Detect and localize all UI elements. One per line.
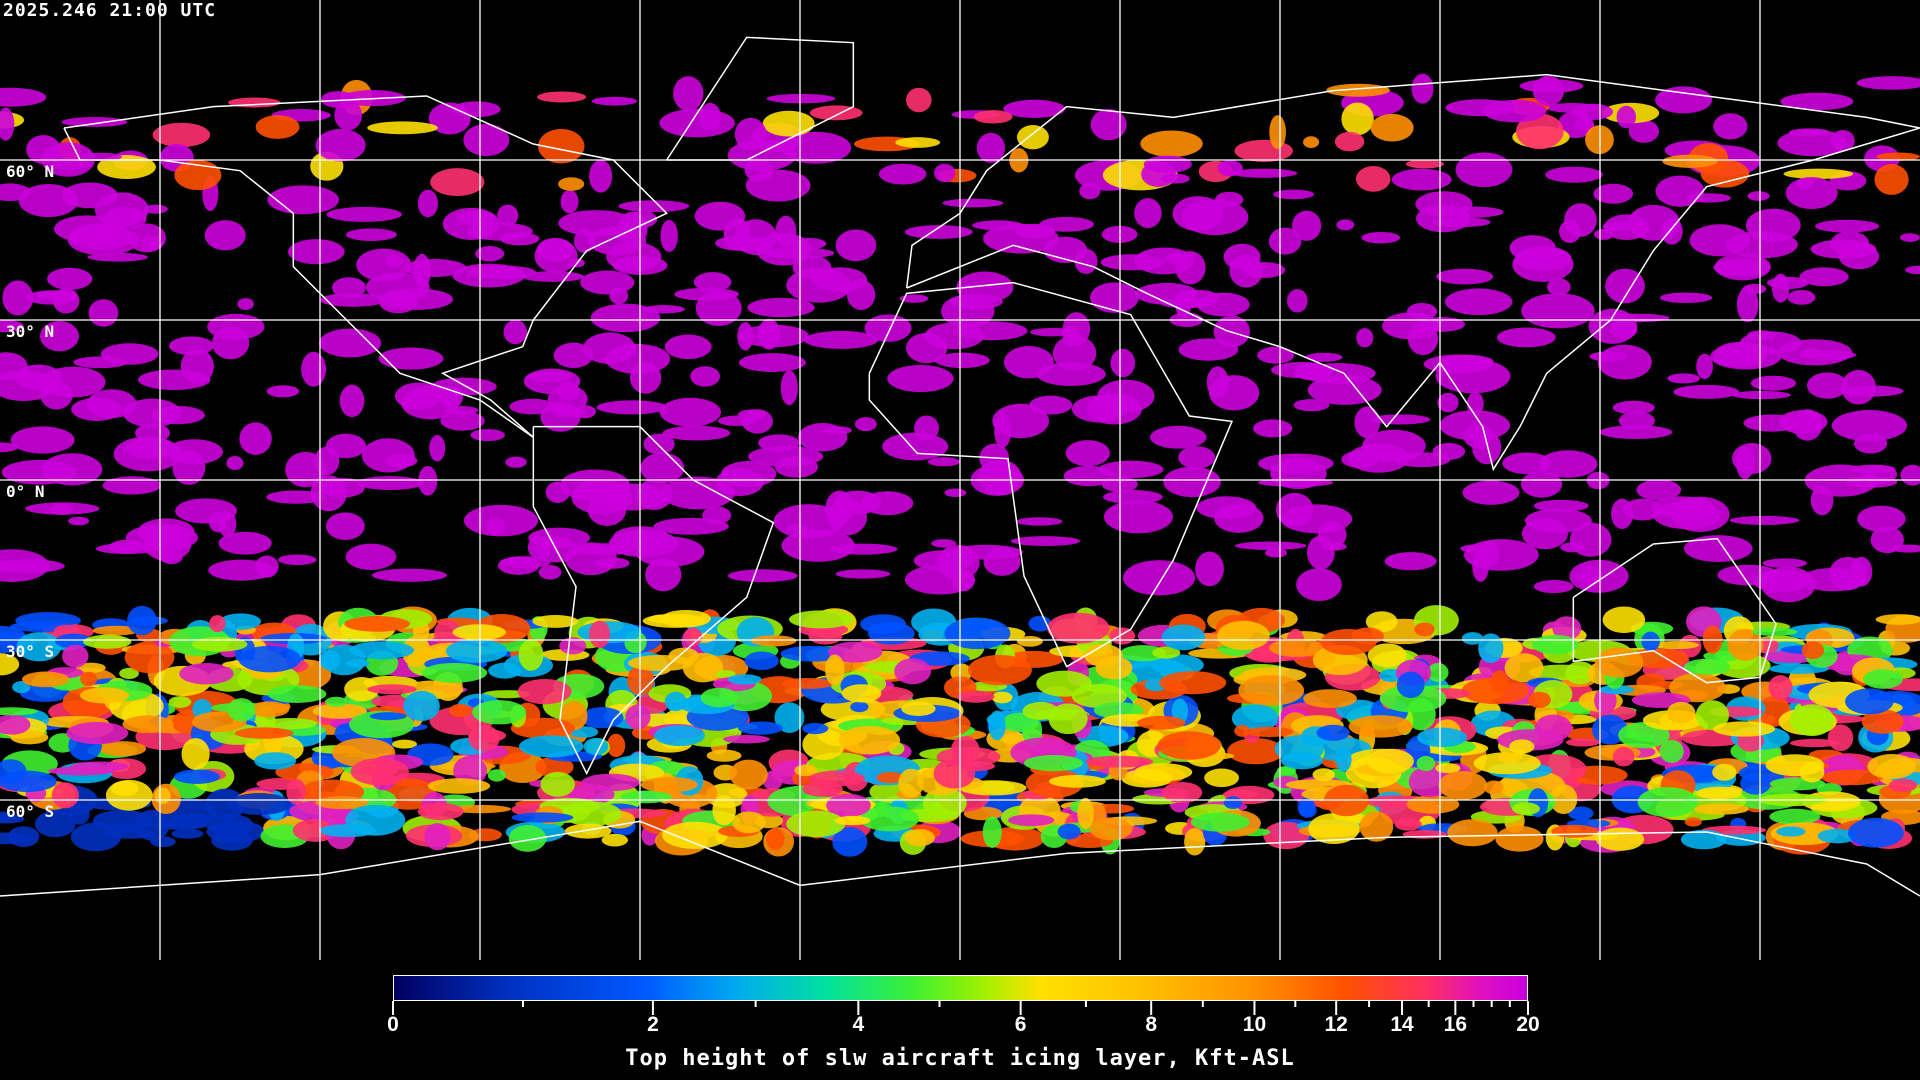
tick-label: 6 (1014, 1013, 1027, 1036)
coastline (868, 281, 1234, 668)
tick-label: 4 (852, 1013, 865, 1036)
tick-label: 0 (387, 1013, 399, 1036)
icing-map (0, 0, 1920, 960)
lat-label: 60° S (6, 802, 55, 821)
tick-label: 12 (1324, 1013, 1348, 1036)
tick-label: 10 (1242, 1013, 1267, 1036)
lat-label: 30° S (6, 642, 55, 661)
icing-field (0, 73, 1920, 857)
lat-lon-grid (0, 0, 1920, 960)
colorbar-title: Top height of slw aircraft icing layer, … (625, 1046, 1295, 1071)
tick-label: 20 (1516, 1013, 1540, 1036)
tick-label: 16 (1443, 1013, 1468, 1036)
lat-label: 0° N (6, 482, 45, 501)
tick-label: 14 (1390, 1013, 1414, 1036)
colorbar (393, 975, 1528, 1001)
tick-label: 8 (1145, 1013, 1158, 1036)
coastline (63, 95, 668, 438)
lat-label: 60° N (6, 162, 55, 181)
tick-label: 2 (647, 1013, 659, 1036)
timestamp: 2025.246 21:00 UTC (3, 0, 217, 21)
lat-label: 30° N (6, 322, 55, 341)
coastline (0, 820, 1920, 897)
